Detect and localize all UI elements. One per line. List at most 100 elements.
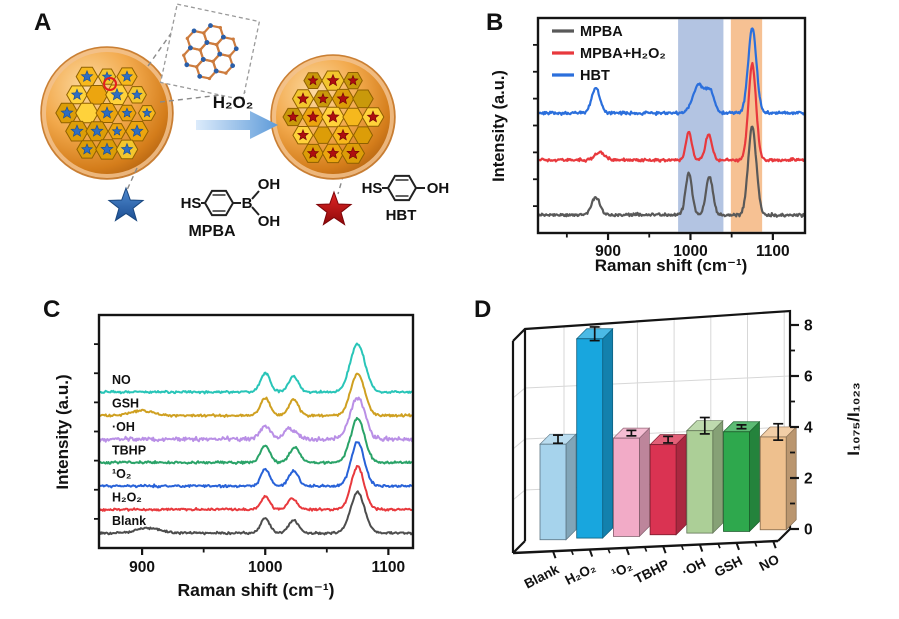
error-bar-ho: [589, 326, 600, 342]
legend-label-mpbaho: MPBA+H₂O₂: [580, 46, 666, 62]
hbt-hs-label: HS: [362, 180, 383, 197]
benzene-ring: [203, 189, 235, 217]
x-tick: [552, 550, 557, 559]
panel-b-plot-area: 900 1000 1100 MPBA MPBA+H₂O₂ HBT: [533, 16, 807, 260]
error-bar-o: [626, 429, 637, 437]
probe-star: [120, 70, 134, 82]
spectrum-curve-mpbaho: [538, 61, 805, 163]
probe-star: [326, 146, 340, 159]
x-minor-tick: [680, 545, 684, 551]
axis-box: [536, 16, 807, 235]
spectrum-curve-hbt: [538, 27, 805, 116]
y-tick-label: 6: [804, 369, 813, 386]
dashed-connector: [126, 167, 138, 191]
probe-star: [111, 125, 123, 136]
floor-right-edge: [777, 528, 791, 542]
y-tick-label: 2: [804, 471, 813, 488]
category-label-ho: H₂O₂: [563, 560, 599, 588]
floor: [513, 529, 790, 553]
x-minor-tick: [607, 548, 611, 554]
bar-oh: [685, 416, 724, 534]
probe-star: [121, 107, 133, 118]
mpba-structure: [201, 189, 260, 217]
category-label-no: NO: [757, 552, 782, 575]
trace-label-oh: ·OH: [112, 420, 135, 434]
spectrum-curve-blank: [99, 490, 413, 536]
y-tick-label: 8: [804, 318, 813, 335]
panel-b-chart: B 900 1000 1100 MPBA MPBA+H₂O₂ HBT Raman shif…: [486, 9, 807, 275]
panel-c-x-axis-title: Raman shift (cm⁻¹): [177, 580, 334, 600]
spectrum-curve-no: [99, 342, 413, 395]
reaction-arrow: [196, 111, 278, 139]
x-minor-tick: [754, 541, 758, 547]
mpba-oh-bottom-label: OH: [258, 213, 281, 230]
bar-no: [759, 422, 798, 531]
x-tick-label: 1100: [756, 243, 790, 260]
mpba-name-label: MPBA: [188, 223, 236, 240]
panel-b: B 900 1000 1100 MPBA MPBA+H₂O₂ HBT Raman shif…: [440, 0, 899, 285]
error-bar-tbhp: [663, 435, 674, 444]
probe-star: [326, 109, 340, 123]
error-bar-blank: [553, 434, 563, 445]
probe-star: [100, 106, 114, 119]
trace-label-blank: Blank: [112, 514, 146, 528]
box-frame: [511, 309, 792, 554]
y-tick-label: 0: [804, 522, 813, 539]
spectrum-curve-mpba: [538, 125, 805, 218]
probe-star: [346, 146, 360, 160]
trace-label-gsh: GSH: [112, 397, 139, 411]
trace-label-tbhp: TBHP: [112, 444, 146, 458]
probe-star: [366, 110, 380, 123]
highlight-band-0: [678, 19, 724, 232]
probe-star: [336, 91, 350, 105]
panel-d-label: D: [474, 296, 491, 323]
panel-a: A H₂O₂ HS B OH OH MPBA: [0, 0, 460, 285]
probe-star: [120, 142, 134, 155]
benzene-ring: [386, 174, 418, 202]
panel-a-canvas: A H₂O₂ HS B OH OH MPBA: [34, 3, 450, 240]
probe-star: [296, 128, 310, 141]
y-tick-label: 4: [804, 420, 813, 437]
hbt-structure: [382, 174, 425, 202]
panel-c-y-axis-title: Intensity (a.u.): [53, 374, 72, 489]
arrow-reagent-label: H₂O₂: [213, 93, 254, 112]
x-tick-label: 900: [595, 243, 621, 260]
probe-star: [90, 124, 104, 137]
panel-b-label: B: [486, 9, 503, 36]
probe-star: [70, 124, 84, 137]
framework-lattice-inset: [159, 3, 261, 101]
x-tick-label: 1000: [248, 559, 282, 576]
bar-gsh: [722, 420, 761, 533]
mpba-boron-label: B: [242, 195, 253, 212]
legend-label-hbt: HBT: [580, 68, 610, 84]
hbt-oh-label: OH: [427, 180, 450, 197]
spectrum-curve-gsh: [99, 372, 413, 418]
dashed-connector: [147, 31, 173, 67]
category-label-oh: ·OH: [679, 555, 708, 580]
spectrum-curve-ho: [99, 465, 413, 512]
probe-star: [110, 87, 124, 101]
spectrum-curve-o: [99, 441, 413, 489]
probe-star: [287, 110, 299, 123]
mpba-hs-label: HS: [181, 195, 202, 212]
category-label-tbhp: TBHP: [632, 557, 672, 587]
probe-star: [70, 88, 84, 101]
spectra-curves: [538, 27, 805, 218]
hbt-name-label: HBT: [386, 207, 417, 224]
probe-star: [306, 146, 320, 159]
category-label-o: ¹O₂: [609, 558, 635, 581]
bars: [539, 326, 798, 541]
legend-label-mpba: MPBA: [580, 24, 623, 40]
panel-c: C Blank H₂O₂ ¹O₂ TBHP ·OH GSH NO 900 1000 1100 Ra…: [30, 285, 460, 619]
x-minor-tick: [717, 543, 721, 549]
probe-star: [347, 74, 359, 86]
trace-label-o: ¹O₂: [112, 467, 131, 481]
probe-star: [306, 110, 320, 123]
x-minor-tick: [570, 550, 574, 556]
nanoparticle-scheme: [40, 3, 396, 226]
probe-star: [307, 74, 319, 86]
category-label-gsh: GSH: [712, 553, 745, 580]
